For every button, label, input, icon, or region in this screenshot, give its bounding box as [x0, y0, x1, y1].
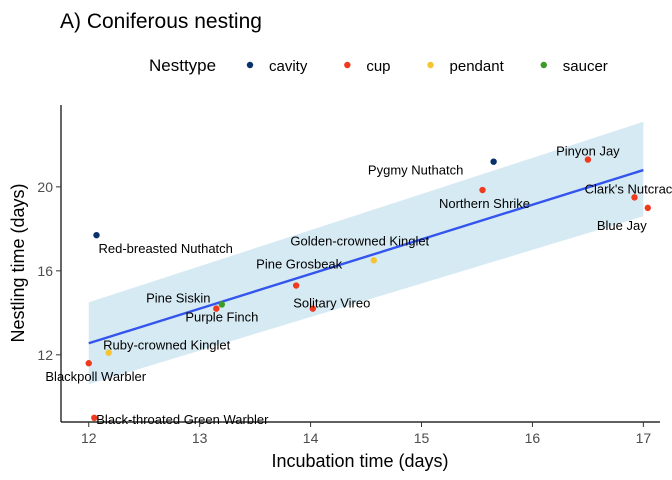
point-label: Pine Grosbeak — [256, 257, 342, 272]
data-point — [213, 305, 220, 312]
data-point — [91, 414, 98, 422]
data-point — [631, 194, 638, 201]
point-label: Red-breasted Nuthatch — [98, 241, 232, 256]
data-point — [218, 301, 226, 308]
axes — [60, 105, 660, 423]
point-labels: Red-breasted Nuthatch Pygmy Nuthatch Pinyo… — [45, 144, 672, 427]
x-tick-label: 15 — [414, 430, 430, 446]
point-label: Golden-crowned Kinglet — [290, 233, 429, 248]
point-label: Black-throated Green Warbler — [96, 412, 269, 427]
legend: Nesttype cavity cup pendant saucer — [149, 56, 608, 75]
legend-key-pendant — [427, 61, 434, 69]
x-tick-label: 16 — [525, 430, 541, 446]
x-axis-ticks: 12 13 14 15 16 17 — [81, 422, 651, 446]
point-label: Blue Jay — [597, 218, 647, 233]
chart-title: A) Coniferous nesting — [60, 10, 262, 33]
x-axis-label: Incubation time (days) — [271, 451, 448, 471]
point-label: Pygmy Nuthatch — [368, 163, 463, 178]
x-tick-label: 13 — [192, 430, 208, 446]
point-label: Pine Siskin — [146, 291, 210, 306]
legend-key-saucer — [540, 61, 547, 69]
legend-label-cup: cup — [366, 58, 390, 75]
point-label: Purple Finch — [185, 309, 258, 324]
point-label: Northern Shrike — [439, 196, 530, 211]
legend-label-cavity: cavity — [269, 58, 308, 75]
legend-label-saucer: saucer — [563, 58, 608, 75]
point-label: Blackpoll Warbler — [45, 369, 146, 384]
x-tick-label: 17 — [636, 430, 652, 446]
x-tick-label: 14 — [303, 430, 319, 446]
regression-line — [88, 168, 644, 345]
y-tick-label: 12 — [37, 347, 53, 363]
legend-title: Nesttype — [149, 56, 216, 75]
point-label: Clark's Nutcracker — [585, 181, 672, 196]
data-point — [309, 305, 317, 312]
data-point — [85, 360, 92, 367]
legend-key-cavity — [246, 61, 254, 69]
y-axis-label: Nestling time (days) — [8, 183, 28, 342]
data-point — [370, 257, 378, 264]
data-point — [584, 156, 592, 163]
confidence-band-area — [88, 121, 644, 385]
data-point — [479, 186, 486, 194]
point-label: Solitary Vireo — [293, 296, 370, 311]
trend-line — [88, 168, 644, 345]
legend-label-pendant: pendant — [450, 58, 505, 75]
confidence-band — [88, 121, 644, 385]
data-point — [93, 231, 100, 239]
y-tick-label: 20 — [37, 179, 53, 195]
data-point — [644, 204, 651, 212]
data-point — [292, 282, 300, 289]
point-label: Pinyon Jay — [556, 144, 620, 159]
legend-key-cup — [344, 61, 351, 69]
data-points — [85, 156, 651, 422]
point-label: Ruby-crowned Kinglet — [103, 338, 231, 353]
y-tick-label: 16 — [37, 263, 53, 279]
data-point — [490, 158, 497, 165]
x-tick-label: 12 — [81, 430, 97, 446]
y-axis-ticks: 12 16 20 — [37, 179, 61, 363]
data-point — [105, 349, 112, 356]
